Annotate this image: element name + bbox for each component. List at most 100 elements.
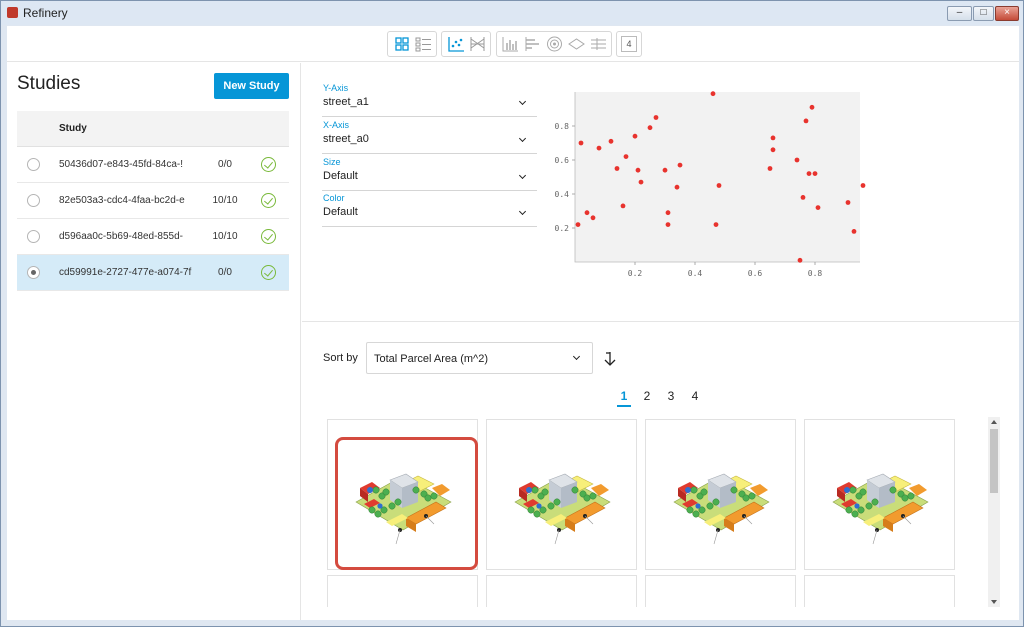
tree xyxy=(424,494,432,502)
data-point[interactable] xyxy=(767,166,773,171)
grid-view-icon[interactable] xyxy=(393,35,412,53)
design-card[interactable] xyxy=(327,419,478,570)
data-point[interactable] xyxy=(800,195,806,200)
data-point[interactable] xyxy=(770,135,776,141)
design-card[interactable] xyxy=(486,575,637,607)
data-point[interactable] xyxy=(635,167,641,173)
data-point[interactable] xyxy=(608,138,614,144)
table-row-selected[interactable]: cd59991e-2727-477e-a074-7f 0/0 xyxy=(17,255,289,291)
data-point[interactable] xyxy=(770,147,776,153)
page-4-link[interactable]: 4 xyxy=(691,389,699,403)
title-bar: Refinery – □ × xyxy=(1,1,1023,25)
tree xyxy=(712,498,720,506)
design-card[interactable] xyxy=(804,575,955,607)
data-point[interactable] xyxy=(845,200,851,205)
data-point[interactable] xyxy=(797,257,803,263)
data-point[interactable] xyxy=(677,162,683,168)
page-1-link[interactable]: 1 xyxy=(617,389,631,407)
horizontal-bar-icon[interactable] xyxy=(523,35,542,53)
red-building-side xyxy=(837,488,845,502)
data-point[interactable] xyxy=(851,229,857,234)
sort-descending-icon[interactable] xyxy=(604,351,616,367)
data-point[interactable] xyxy=(638,179,644,185)
page-2-link[interactable]: 2 xyxy=(643,389,651,403)
scroll-down-arrow-icon[interactable] xyxy=(991,600,997,604)
data-point[interactable] xyxy=(806,171,812,176)
data-point[interactable] xyxy=(674,184,680,190)
minimize-button[interactable]: – xyxy=(947,6,972,21)
studies-table: Study 50436d07-e843-45fd-84ca-! 0/0 82e5… xyxy=(17,111,289,291)
tree xyxy=(382,488,390,496)
table-icon[interactable] xyxy=(589,35,608,53)
size-select[interactable]: Size Default xyxy=(322,157,537,191)
row-radio[interactable] xyxy=(27,158,40,171)
data-point[interactable] xyxy=(665,210,671,216)
data-point[interactable] xyxy=(713,222,719,228)
data-point[interactable] xyxy=(794,157,800,163)
table-row[interactable]: 82e503a3-cdc4-4faa-bc2d-e 10/10 xyxy=(17,183,289,219)
close-button[interactable]: × xyxy=(995,6,1019,21)
site-leader-line xyxy=(713,529,719,545)
bar-chart-icon[interactable] xyxy=(501,35,520,53)
color-select[interactable]: Color Default xyxy=(322,193,537,227)
radial-icon[interactable] xyxy=(545,35,564,53)
data-point[interactable] xyxy=(710,91,716,97)
y-axis-select[interactable]: Y-Axis street_a1 xyxy=(322,83,537,117)
new-study-button[interactable]: New Study xyxy=(214,73,289,99)
data-point[interactable] xyxy=(815,205,821,210)
data-point[interactable] xyxy=(596,145,602,151)
table-row[interactable]: 50436d07-e843-45fd-84ca-! 0/0 xyxy=(17,147,289,183)
data-point[interactable] xyxy=(575,222,581,228)
number-badge-icon[interactable]: 4 xyxy=(621,36,637,52)
scatter-plot-icon[interactable] xyxy=(447,35,466,53)
data-point[interactable] xyxy=(653,115,659,120)
data-point[interactable] xyxy=(860,183,866,188)
data-point[interactable] xyxy=(614,166,620,171)
orange-building-2 xyxy=(591,484,609,496)
data-point[interactable] xyxy=(665,222,671,228)
diamond-icon[interactable] xyxy=(567,35,586,53)
scatter-plot[interactable]: 0.2 0.4 0.6 0.8 0.2 0.4 0.6 0.8 xyxy=(547,87,867,287)
data-point[interactable] xyxy=(623,154,629,159)
gallery-scrollbar[interactable] xyxy=(988,417,1000,607)
data-point[interactable] xyxy=(632,133,638,139)
orange-building xyxy=(723,501,765,525)
data-point[interactable] xyxy=(590,215,596,221)
data-point[interactable] xyxy=(647,125,653,131)
design-card[interactable] xyxy=(645,419,796,570)
scroll-up-arrow-icon[interactable] xyxy=(991,420,997,424)
data-point[interactable] xyxy=(803,118,809,124)
list-view-icon[interactable] xyxy=(414,35,433,53)
page-3-link[interactable]: 3 xyxy=(667,389,675,403)
chevron-down-icon xyxy=(518,134,527,143)
row-radio[interactable] xyxy=(27,266,40,279)
sort-label: Sort by xyxy=(323,352,358,364)
tree xyxy=(730,486,738,494)
sort-select[interactable]: Total Parcel Area (m^2) xyxy=(366,342,593,374)
design-card[interactable] xyxy=(486,419,637,570)
design-gallery xyxy=(322,417,982,607)
y-axis-label: Y-Axis xyxy=(323,83,349,93)
count-group: 4 xyxy=(616,31,642,57)
size-label: Size xyxy=(323,157,341,167)
data-point[interactable] xyxy=(809,104,815,110)
design-card[interactable] xyxy=(804,419,955,570)
design-card[interactable] xyxy=(327,575,478,607)
data-point[interactable] xyxy=(662,167,668,173)
maximize-button[interactable]: □ xyxy=(973,6,994,21)
design-card[interactable] xyxy=(645,575,796,607)
scrollbar-thumb[interactable] xyxy=(990,429,998,493)
parallel-coordinates-icon[interactable] xyxy=(468,35,487,53)
row-radio[interactable] xyxy=(27,230,40,243)
tree xyxy=(380,506,388,514)
x-axis-select[interactable]: X-Axis street_a0 xyxy=(322,120,537,154)
data-point[interactable] xyxy=(620,203,626,209)
tree xyxy=(698,506,706,514)
row-radio[interactable] xyxy=(27,194,40,207)
data-point[interactable] xyxy=(578,140,584,146)
data-point[interactable] xyxy=(812,171,818,176)
data-point[interactable] xyxy=(584,210,590,216)
data-point[interactable] xyxy=(716,183,722,188)
table-row[interactable]: d596aa0c-5b69-48ed-855d- 10/10 xyxy=(17,219,289,255)
